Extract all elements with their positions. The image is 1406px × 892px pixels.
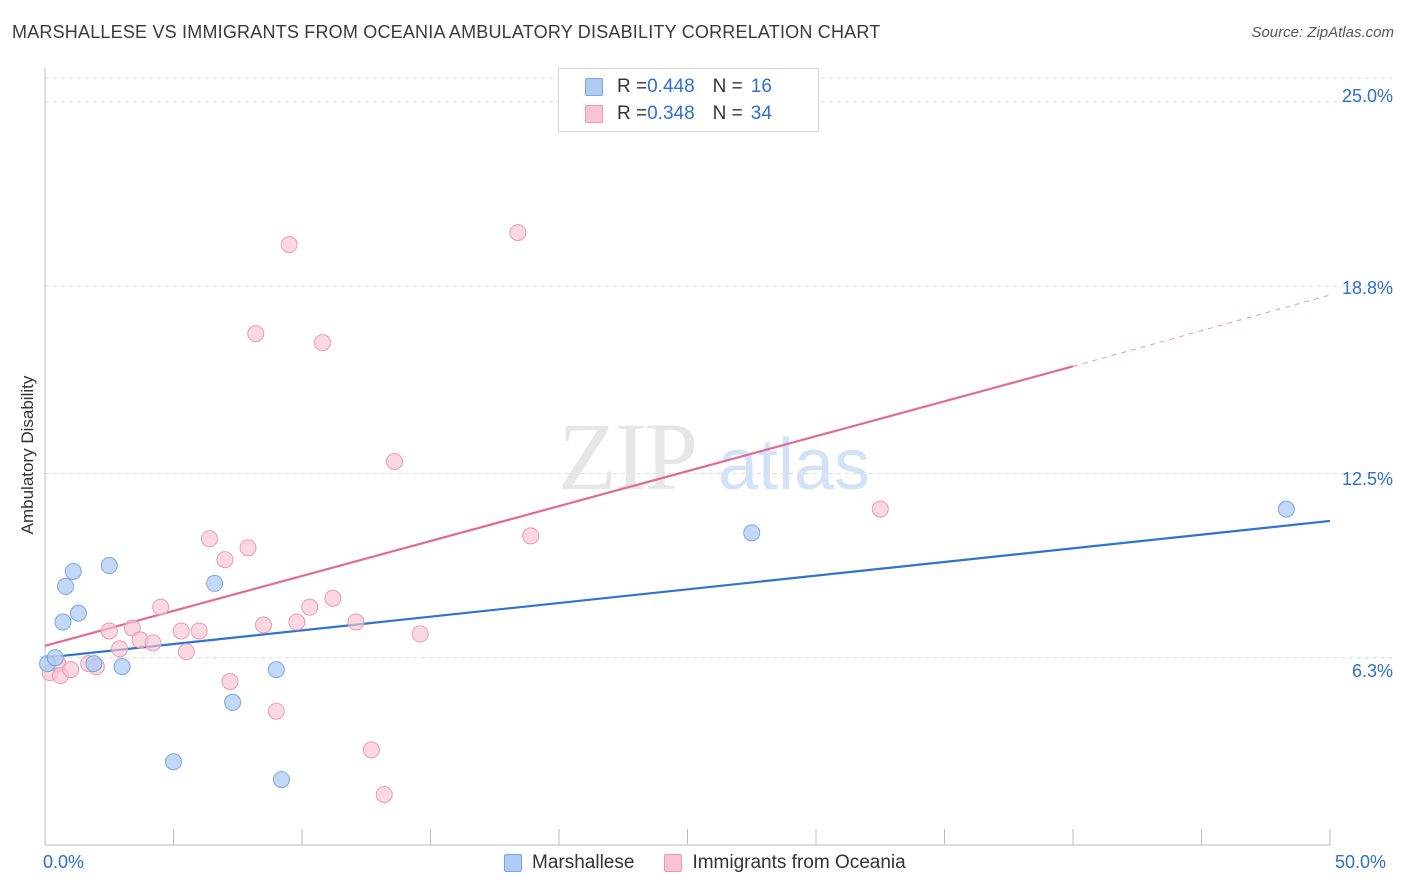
marshallese-point <box>69 604 87 622</box>
y-tick-label-25: 25.0% <box>1341 86 1393 106</box>
x-tick-label-max: 50.0% <box>1335 852 1387 872</box>
marshallese-point <box>1277 500 1295 518</box>
marshallese-point <box>64 562 82 580</box>
oceania-trendline <box>44 365 1074 647</box>
r-label: R = <box>617 103 648 124</box>
legend-item-marshallese: Marshallese <box>504 852 634 874</box>
marshallese-point <box>272 771 290 789</box>
marshallese-point <box>267 661 285 679</box>
legend-row-marshallese: R = 0.448 N = 16 <box>585 75 772 99</box>
marshallese-point <box>46 649 64 667</box>
gridlines <box>45 77 1392 659</box>
blue-swatch <box>585 78 603 96</box>
watermark-zip-text: ZIP <box>558 403 696 510</box>
legend-item-oceania: Immigrants from Oceania <box>664 852 906 874</box>
oceania-point <box>216 551 234 569</box>
y-tick-label-18-8: 18.8% <box>1341 278 1393 298</box>
y-axis-label: Ambulatory Disability <box>18 375 37 535</box>
legend-label: Immigrants from Oceania <box>692 852 906 873</box>
oceania-point <box>375 785 393 803</box>
legend-label: Marshallese <box>532 852 635 873</box>
n-label: N = <box>712 76 743 97</box>
n-value: 34 <box>750 103 772 124</box>
marshallese-point <box>743 524 761 542</box>
oceania-point <box>144 634 162 652</box>
marshallese-point <box>206 574 224 592</box>
data-points <box>39 224 1295 803</box>
y-tick-label-6-3: 6.3% <box>1351 661 1393 681</box>
marshallese-point <box>100 557 118 575</box>
oceania-point <box>190 622 208 640</box>
oceania-point <box>301 598 319 616</box>
oceania-point <box>522 527 540 545</box>
oceania-point <box>386 453 404 470</box>
legend-row-oceania: R = 0.348 N = 34 <box>585 102 772 126</box>
marshallese-point <box>165 753 182 771</box>
oceania-point <box>267 702 285 720</box>
axes <box>44 68 1331 846</box>
y-tick-label-12-5: 12.5% <box>1341 469 1393 489</box>
source-credit: Source: ZipAtlas.com <box>1251 24 1394 41</box>
oceania-trendline-extension <box>1072 294 1331 367</box>
correlation-legend: R = 0.448 N = 16 R = 0.348 N = 34 <box>558 68 819 132</box>
oceania-point <box>239 539 257 557</box>
oceania-point <box>254 616 272 634</box>
pink-swatch <box>585 105 603 123</box>
zipatlas-watermark: ZIP atlas <box>558 403 870 510</box>
trendlines <box>44 294 1331 659</box>
oceania-point <box>314 334 332 352</box>
oceania-point <box>100 622 118 640</box>
chart-title: MARSHALLESE VS IMMIGRANTS FROM OCEANIA A… <box>12 22 881 42</box>
r-label: R = <box>617 76 648 97</box>
pink-swatch <box>664 854 683 872</box>
x-tick-label-min: 0.0% <box>43 852 85 872</box>
marshallese-point <box>57 577 75 595</box>
series-legend: Marshallese Immigrants from Oceania <box>504 852 936 874</box>
r-value: 0.348 <box>647 103 695 124</box>
oceania-point <box>111 640 129 658</box>
oceania-point <box>247 325 265 343</box>
oceania-point <box>871 500 889 518</box>
blue-swatch <box>504 854 522 872</box>
marshallese-point <box>224 693 242 711</box>
oceania-point <box>62 661 80 679</box>
oceania-point <box>324 589 342 607</box>
marshallese-trendline <box>44 519 1331 659</box>
oceania-point <box>177 643 195 661</box>
marshallese-point <box>54 613 72 631</box>
oceania-point <box>152 598 170 616</box>
oceania-point <box>347 613 365 631</box>
oceania-point <box>172 622 190 640</box>
oceania-point <box>123 619 141 637</box>
oceania-point <box>221 672 239 690</box>
n-value: 16 <box>750 76 772 97</box>
oceania-point <box>288 613 306 631</box>
oceania-point <box>509 224 527 242</box>
oceania-point <box>200 530 218 548</box>
marshallese-point <box>113 658 131 676</box>
marshallese-point <box>85 655 103 673</box>
n-label: N = <box>712 103 743 124</box>
oceania-point <box>411 625 429 643</box>
oceania-point <box>280 235 298 253</box>
watermark-atlas-text: atlas <box>718 425 870 505</box>
r-value: 0.448 <box>647 76 695 97</box>
oceania-point <box>362 741 380 759</box>
